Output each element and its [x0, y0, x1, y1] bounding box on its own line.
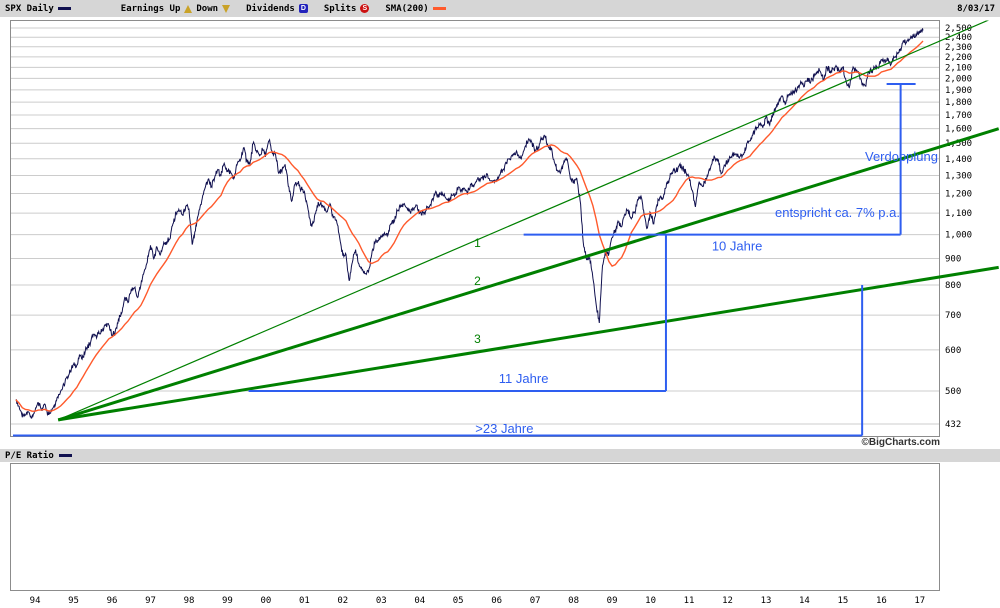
- x-tick-label: 06: [491, 596, 502, 606]
- split-badge-icon: S: [360, 4, 370, 13]
- y-tick-label: 600: [945, 346, 961, 356]
- grid-lines: [10, 27, 940, 425]
- x-tick-label: 12: [722, 596, 733, 606]
- pe-line-swatch-icon: [58, 454, 72, 457]
- sma-label: SMA(200): [385, 3, 429, 14]
- y-tick-label: 700: [945, 311, 961, 321]
- sma-series: [15, 40, 924, 412]
- x-tick-label: 04: [414, 596, 425, 606]
- y-tick-label: 900: [945, 254, 961, 264]
- x-tick-label: 14: [799, 596, 810, 606]
- trend-line-1: [57, 20, 990, 421]
- y-tick-label: 1,900: [945, 86, 972, 96]
- trend-line-2: [57, 127, 1000, 422]
- annotation-7pct-label: entspricht ca. 7% p.a.: [775, 205, 900, 220]
- y-tick-label: 1,800: [945, 98, 972, 108]
- annotation-11-jahre-label: 11 Jahre: [499, 371, 549, 386]
- x-tick-label: 16: [876, 596, 887, 606]
- trend-label-3: 3: [474, 332, 481, 346]
- earnings-down-icon: [222, 4, 231, 13]
- sma-line-swatch-icon: [432, 7, 446, 10]
- earnings-up-label: Earnings Up: [120, 3, 181, 14]
- earnings-down-label: Down: [196, 3, 219, 14]
- y-tick-label: 1,300: [945, 172, 972, 182]
- bigcharts-watermark: ©BigCharts.com: [861, 437, 941, 448]
- chart-legend-bar: SPX Daily Earnings Up Down Dividends D S…: [0, 0, 1000, 17]
- y-tick-label: 1,700: [945, 111, 972, 121]
- y-tick-label: 1,400: [945, 155, 972, 165]
- x-tick-label: 13: [761, 596, 772, 606]
- x-axis-labels: 94 95 96 97 98 99 00 01 02 03 04 05 06 07 08 09 10 11 12 13…: [30, 596, 926, 606]
- x-tick-label: 07: [530, 596, 541, 606]
- x-tick-label: 02: [337, 596, 348, 606]
- y-tick-label: 1,200: [945, 190, 972, 200]
- y-tick-label: 432: [945, 420, 961, 430]
- dividends-label: Dividends: [246, 3, 295, 14]
- y-tick-label: 2,400: [945, 33, 972, 43]
- as-of-date: 8/03/17: [957, 3, 995, 14]
- x-tick-label: 00: [260, 596, 271, 606]
- pe-plot-frame: [10, 463, 940, 591]
- y-tick-label: 800: [945, 281, 961, 291]
- y-tick-label: 1,100: [945, 209, 972, 219]
- legend-earnings: Earnings Up Down: [120, 3, 231, 14]
- x-tick-label: 08: [568, 596, 579, 606]
- pe-ratio-bar: P/E Ratio: [0, 449, 1000, 462]
- price-line: [15, 28, 924, 419]
- y-tick-label: 2,300: [945, 43, 972, 53]
- legend-symbol: SPX Daily: [5, 4, 71, 14]
- annotation-23-jahre-label: >23 Jahre: [475, 421, 533, 436]
- x-tick-label: 15: [837, 596, 848, 606]
- x-tick-label: 01: [299, 596, 310, 606]
- x-tick-label: 99: [222, 596, 233, 606]
- y-tick-label: 2,000: [945, 74, 972, 84]
- sma-line: [15, 40, 924, 412]
- x-tick-label: 10: [645, 596, 656, 606]
- legend-dividends: Dividends D: [246, 4, 308, 14]
- trend-label-1: 1: [474, 236, 481, 250]
- annotations: 10 Jahre Verdopplung entspricht ca. 7% p.a…: [13, 83, 938, 437]
- price-series: [15, 28, 924, 419]
- plot-frames: [10, 20, 940, 591]
- earnings-up-icon: [184, 4, 193, 13]
- x-tick-label: 96: [107, 596, 118, 606]
- x-tick-label: 95: [68, 596, 79, 606]
- y-tick-label: 1,500: [945, 139, 972, 149]
- trend-label-2: 2: [474, 274, 481, 288]
- trend-line-3: [57, 265, 999, 422]
- x-tick-label: 03: [376, 596, 387, 606]
- annotation-10-jahre-label: 10 Jahre: [712, 239, 763, 254]
- y-tick-label: 1,000: [945, 231, 972, 241]
- symbol-label: SPX Daily: [5, 3, 54, 14]
- x-tick-label: 94: [30, 596, 41, 606]
- splits-label: Splits: [323, 3, 357, 14]
- x-tick-label: 98: [184, 596, 195, 606]
- x-tick-label: 09: [607, 596, 618, 606]
- price-line-swatch-icon: [57, 7, 71, 10]
- y-tick-label: 500: [945, 387, 961, 397]
- y-tick-label: 2,200: [945, 53, 972, 63]
- dividend-badge-icon: D: [298, 4, 308, 13]
- x-tick-label: 05: [453, 596, 464, 606]
- x-tick-label: 97: [145, 596, 156, 606]
- legend-sma: SMA(200): [385, 3, 446, 14]
- legend-splits: Splits S: [324, 4, 370, 14]
- pe-ratio-label: P/E Ratio: [5, 450, 54, 461]
- y-tick-label: 2,100: [945, 63, 972, 73]
- y-tick-label: 2,500: [945, 24, 972, 34]
- annotation-verdopplung-label: Verdopplung: [865, 149, 938, 164]
- x-tick-label: 17: [914, 596, 925, 606]
- trend-lines: 1 2 3: [57, 20, 1000, 422]
- y-tick-label: 1,600: [945, 125, 972, 135]
- x-tick-label: 11: [684, 596, 695, 606]
